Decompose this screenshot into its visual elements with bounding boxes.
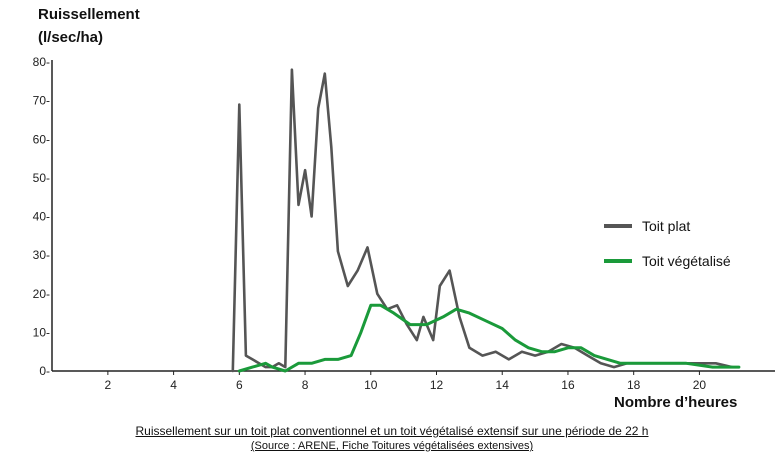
y-tick-label: 40- [33,210,50,224]
legend-swatch-toit-vegetalise [604,259,632,263]
legend-swatch-toit-plat [604,224,632,228]
y-axis-label-line2: (l/sec/ha) [38,29,104,46]
x-tick-label: 12 [430,378,444,392]
x-tick-label: 14 [496,378,510,392]
x-tick-label: 10 [364,378,378,392]
y-tick-label: 60- [33,132,50,146]
series-line-toit-plat [231,68,734,373]
legend-label-toit-plat: Toit plat [642,218,691,234]
series-group [231,68,741,373]
legend-label-toit-vegetalise: Toit végétalisé [642,253,731,269]
y-tick-label: 70- [33,94,50,108]
x-tick-label: 4 [170,378,177,392]
y-axis-label-line1: Ruissellement [38,6,140,23]
x-tick-label: 20 [693,378,707,392]
y-tick-label: 30- [33,248,50,262]
figure-source: (Source : ARENE, Fiche Toitures végétali… [250,440,534,452]
y-tick-label: 20- [33,287,50,301]
x-axis-label: Nombre d’heures [614,394,738,411]
legend-item-toit-plat: Toit plat [604,218,690,234]
x-tick-label: 8 [302,378,309,392]
figure-caption: Ruissellement sur un toit plat conventio… [135,424,649,438]
y-tick-label: 10- [33,325,50,339]
y-tick-label: 50- [33,171,50,185]
x-tick-label: 16 [561,378,575,392]
series-line-toit-vegetalise [237,303,741,373]
axes: 0- 10- 20- 30- 40- 50- 60- 70- 80- 2 4 6 8 10 12 14 16 18… [33,55,775,392]
x-tick-label: 18 [627,378,641,392]
x-tick-label: 6 [236,378,243,392]
legend-item-toit-vegetalise: Toit végétalisé [604,253,731,269]
y-tick-label: 0- [39,364,50,378]
y-tick-label: 80- [33,55,50,69]
x-tick-label: 2 [105,378,112,392]
